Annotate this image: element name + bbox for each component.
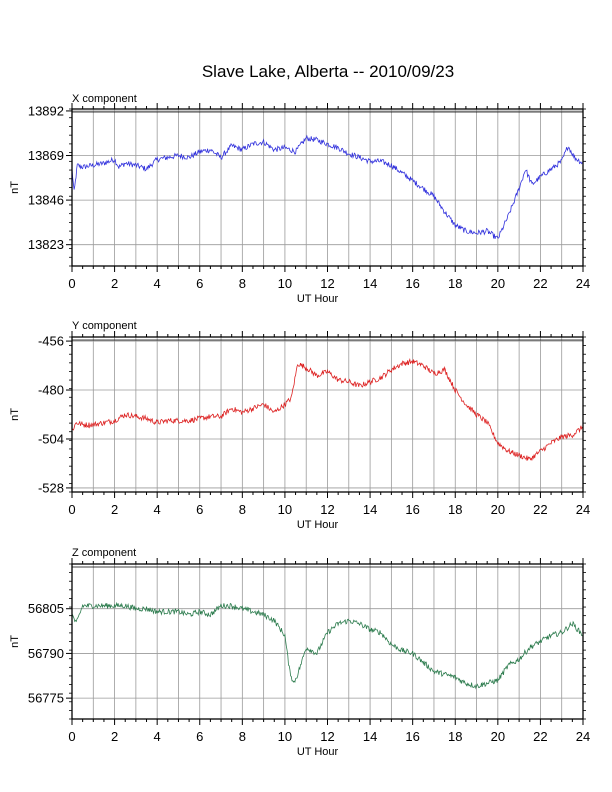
x-tick-label: 12 xyxy=(320,729,334,744)
x-tick-label: 20 xyxy=(491,276,505,291)
y-tick-label: 13823 xyxy=(28,237,64,252)
panel-title: X component xyxy=(72,93,137,105)
x-tick-label: 0 xyxy=(68,729,75,744)
x-tick-label: 8 xyxy=(239,729,246,744)
x-tick-label: 18 xyxy=(448,729,462,744)
y-tick-label: -528 xyxy=(38,480,64,495)
y-axis-label: nT xyxy=(9,181,21,194)
x-tick-label: 24 xyxy=(576,276,590,291)
x-tick-label: 6 xyxy=(196,276,203,291)
x-tick-label: 12 xyxy=(320,502,334,517)
x-tick-label: 8 xyxy=(239,502,246,517)
panel-title: Z component xyxy=(72,547,136,559)
x-tick-label: 20 xyxy=(491,729,505,744)
x-axis-label: UT Hour xyxy=(297,746,339,758)
x-tick-label: 4 xyxy=(154,729,161,744)
y-tick-label: 56775 xyxy=(28,691,64,706)
x-tick-label: 20 xyxy=(491,502,505,517)
y-tick-label: 56790 xyxy=(28,646,64,661)
panel-title: Y component xyxy=(72,320,137,332)
x-tick-label: 16 xyxy=(405,729,419,744)
series-line-x xyxy=(71,134,584,240)
x-tick-label: 10 xyxy=(278,276,292,291)
x-tick-label: 18 xyxy=(448,502,462,517)
x-tick-label: 16 xyxy=(405,276,419,291)
x-tick-label: 24 xyxy=(576,502,590,517)
x-tick-label: 18 xyxy=(448,276,462,291)
y-tick-label: -504 xyxy=(38,431,64,446)
x-tick-label: 16 xyxy=(405,502,419,517)
x-tick-label: 14 xyxy=(363,276,377,291)
x-tick-label: 0 xyxy=(68,276,75,291)
y-axis-label: nT xyxy=(9,635,21,648)
x-tick-label: 22 xyxy=(533,276,547,291)
y-tick-label: 13846 xyxy=(28,193,64,208)
x-tick-label: 14 xyxy=(363,729,377,744)
x-tick-label: 24 xyxy=(576,729,590,744)
x-axis-label: UT Hour xyxy=(297,519,339,531)
x-tick-label: 4 xyxy=(154,502,161,517)
y-axis-label: nT xyxy=(9,408,21,421)
y-tick-label: -480 xyxy=(38,383,64,398)
series-line-z xyxy=(71,601,584,690)
x-tick-label: 6 xyxy=(196,502,203,517)
x-tick-label: 22 xyxy=(533,729,547,744)
x-tick-label: 10 xyxy=(278,502,292,517)
x-tick-label: 12 xyxy=(320,276,334,291)
series-line-y xyxy=(71,358,584,462)
x-tick-label: 8 xyxy=(239,276,246,291)
figure-title: Slave Lake, Alberta -- 2010/09/23 xyxy=(202,62,454,81)
x-tick-label: 2 xyxy=(111,502,118,517)
y-tick-label: -456 xyxy=(38,334,64,349)
x-tick-label: 10 xyxy=(278,729,292,744)
x-tick-label: 22 xyxy=(533,502,547,517)
y-tick-label: 56805 xyxy=(28,601,64,616)
y-tick-label: 13892 xyxy=(28,103,64,118)
x-axis-label: UT Hour xyxy=(297,293,339,305)
x-tick-label: 0 xyxy=(68,502,75,517)
x-tick-label: 2 xyxy=(111,276,118,291)
x-tick-label: 4 xyxy=(154,276,161,291)
x-tick-label: 2 xyxy=(111,729,118,744)
x-tick-label: 6 xyxy=(196,729,203,744)
y-tick-label: 13869 xyxy=(28,148,64,163)
x-tick-label: 14 xyxy=(363,502,377,517)
